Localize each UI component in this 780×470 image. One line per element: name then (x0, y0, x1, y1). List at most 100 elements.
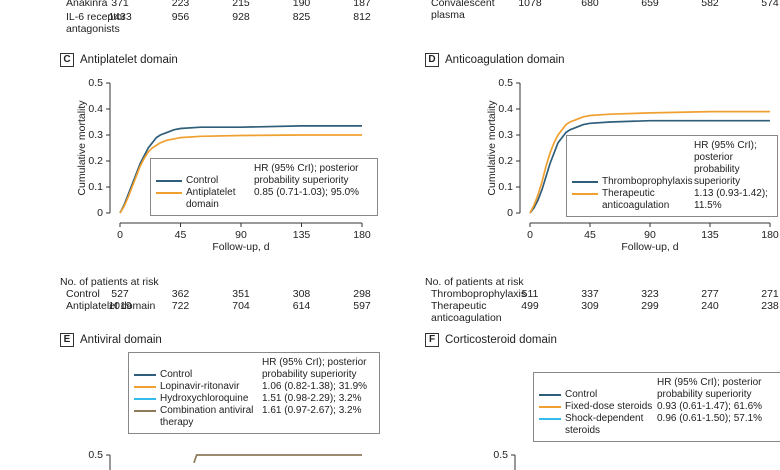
risk-row-label: IL-6 receptor antagonists (66, 11, 126, 35)
risk-count: 928 (232, 11, 250, 23)
survival-curve (193, 454, 362, 464)
risk-count: 722 (171, 300, 190, 312)
legend: HR (95% CrI); posterior probability supe… (150, 158, 378, 216)
risk-row-label: Control (66, 288, 100, 300)
legend-swatch (134, 386, 156, 388)
legend-label: Thromboprophylaxis (602, 176, 693, 187)
risk-row-label: Anakinra (66, 0, 108, 9)
risk-count: 337 (581, 288, 599, 300)
legend-label: Fixed-dose steroids (565, 401, 653, 412)
risk-count: 956 (171, 11, 190, 23)
legend-swatch (156, 180, 182, 182)
legend-label: Control (565, 389, 598, 400)
legend-label: Hydroxychloroquine (160, 393, 249, 404)
y-tick-label: 0.1 (498, 181, 513, 193)
risk-title: No. of patients at risk (425, 276, 524, 288)
legend-label: Shock-dependent steroids (565, 413, 644, 436)
y-tick-label: 0 (507, 207, 513, 219)
legend-swatch (539, 418, 561, 420)
y-tick-label: 0.3 (498, 129, 513, 141)
legend-label: Combination antiviral therapy (160, 405, 254, 428)
risk-title: No. of patients at risk (60, 276, 159, 288)
risk-count: 299 (641, 300, 659, 312)
risk-count: 308 (292, 288, 311, 300)
risk-count: 704 (232, 300, 250, 312)
risk-count: 190 (292, 0, 311, 9)
legend-hr: 0.85 (0.71-1.03); 95.0% (254, 187, 360, 198)
legend-swatch (156, 192, 182, 194)
legend-swatch (134, 410, 156, 412)
risk-row-label: Therapeutic anticoagulation (431, 300, 502, 324)
risk-count: 597 (353, 300, 371, 312)
legend-header: HR (95% CrI); posterior probability supe… (694, 140, 757, 187)
legend-header: HR (95% CrI); posterior probability supe… (254, 163, 359, 186)
risk-count: 582 (701, 0, 719, 9)
risk-count: 1019 (108, 300, 132, 312)
risk-count: 309 (581, 300, 599, 312)
risk-count: 187 (353, 0, 371, 9)
risk-row-label: Thromboprophylaxis (431, 288, 527, 300)
legend-swatch (539, 406, 561, 408)
panel-title: Corticosteroid domain (445, 334, 557, 346)
survival-curve (119, 134, 362, 214)
y-tick-label: 0.3 (88, 129, 103, 141)
legend-hr: 0.93 (0.61-1.47); 61.6% (657, 401, 763, 412)
risk-row-label: Antiplatelet domain (66, 300, 156, 312)
panel-title: Antiviral domain (80, 334, 162, 346)
x-tick-label: 90 (644, 229, 656, 241)
risk-count: 1433 (108, 11, 132, 23)
x-tick-label: 45 (175, 229, 187, 241)
risk-count: 277 (701, 288, 719, 300)
legend-header: HR (95% CrI); posterior probability supe… (262, 357, 367, 380)
panel-label: F (425, 333, 439, 347)
y-tick-label: 0.4 (88, 103, 103, 115)
legend-hr: 0.96 (0.61-1.50); 57.1% (657, 413, 763, 424)
risk-count: 499 (521, 300, 539, 312)
legend-swatch (134, 398, 156, 400)
legend-swatch (134, 374, 156, 376)
risk-count: 238 (761, 300, 779, 312)
risk-row-label: Convalescent plasma (431, 0, 495, 21)
legend-label: Lopinavir-ritonavir (160, 381, 240, 392)
risk-count: 323 (641, 288, 659, 300)
x-tick-label: 0 (117, 229, 123, 241)
legend-label: Antiplatelet domain (186, 187, 236, 210)
legend-swatch (539, 394, 561, 396)
survival-curve (119, 125, 362, 214)
legend-label: Therapeutic anticoagulation (602, 188, 670, 211)
y-tick-label: 0.2 (88, 155, 103, 167)
legend: HR (95% CrI); posterior probability supe… (566, 135, 778, 217)
legend-hr: 1.61 (0.97-2.67); 3.2% (262, 405, 362, 416)
survival-curve (529, 119, 770, 214)
legend-label: Control (186, 175, 219, 186)
y-axis-label: Cumulative mortality (76, 100, 88, 196)
panel-label: C (60, 53, 74, 67)
y-axis-label: Cumulative mortality (486, 100, 498, 196)
risk-count: 511 (521, 288, 539, 300)
risk-count: 223 (171, 0, 190, 9)
y-tick-label: 0.5 (88, 77, 103, 89)
risk-count: 298 (353, 288, 371, 300)
y-tick-label: 0.4 (498, 103, 513, 115)
risk-count: 574 (761, 0, 779, 9)
risk-count: 1078 (518, 0, 542, 9)
legend-hr: 1.13 (0.93-1.42); 11.5% (694, 188, 768, 211)
legend: HR (95% CrI); posterior probability supe… (128, 352, 380, 434)
legend-hr: 1.06 (0.82-1.38); 31.9% (262, 381, 368, 392)
y-tick-label: 0.2 (498, 155, 513, 167)
y-tick-label: 0 (97, 207, 103, 219)
risk-count: 527 (111, 288, 129, 300)
x-tick-label: 90 (235, 229, 247, 241)
risk-count: 271 (761, 288, 779, 300)
legend-hr: 1.51 (0.98-2.29); 3.2% (262, 393, 362, 404)
x-tick-label: 0 (527, 229, 533, 241)
panel-label: E (60, 333, 74, 347)
survival-curve (529, 110, 770, 214)
x-tick-label: 135 (293, 229, 311, 241)
risk-count: 240 (701, 300, 719, 312)
x-tick-label: 180 (353, 229, 371, 241)
y-tick-label: 0.5 (498, 77, 513, 89)
y-tick-label: 0.5 (493, 449, 508, 461)
y-tick-label: 0.1 (88, 181, 103, 193)
